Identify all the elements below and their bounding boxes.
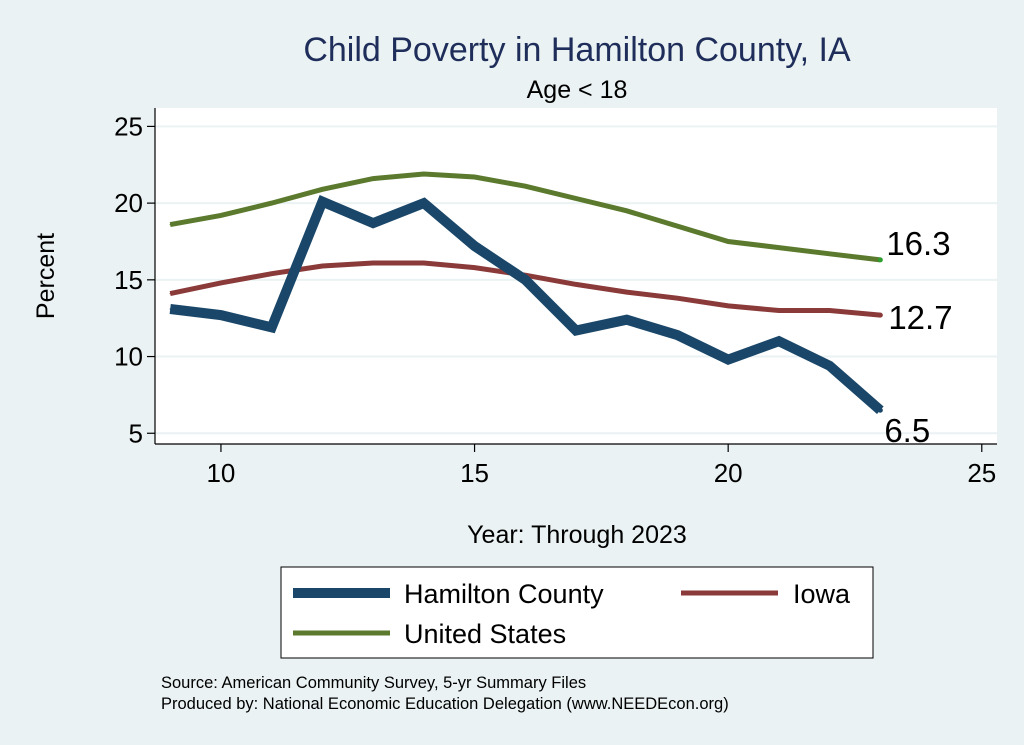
- data-point-iowa: [271, 273, 273, 275]
- data-point-us: [271, 202, 273, 204]
- data-point-us: [829, 253, 831, 255]
- end-marker-us: [877, 257, 883, 263]
- data-point-us: [372, 177, 374, 180]
- end-labels: 16.3 12.7 6.5: [877, 225, 953, 449]
- x-tick-label: 10: [206, 458, 235, 488]
- data-point-iowa: [626, 291, 628, 293]
- data-point-hamilton: [423, 202, 425, 204]
- y-tick-label: 25: [114, 111, 143, 141]
- data-point-iowa: [169, 293, 171, 295]
- end-label-us: 16.3: [886, 225, 950, 262]
- data-point-hamilton: [169, 308, 171, 310]
- x-tick-label: 20: [714, 458, 743, 488]
- produced-note: Produced by: National Economic Education…: [161, 695, 729, 713]
- y-tick-label: 20: [114, 188, 143, 218]
- x-tick-label: 25: [967, 458, 996, 488]
- data-point-iowa: [321, 265, 323, 267]
- data-point-hamilton: [524, 279, 526, 281]
- data-point-iowa: [423, 262, 425, 264]
- data-point-us: [727, 240, 729, 243]
- x-axis-label: Year: Through 2023: [467, 521, 687, 549]
- data-point-iowa: [575, 283, 577, 286]
- source-note: Source: American Community Survey, 5-yr …: [161, 674, 586, 692]
- data-point-us: [524, 185, 526, 187]
- legend-box: [280, 566, 874, 659]
- y-tick-label: 10: [114, 342, 143, 372]
- data-point-us: [575, 197, 577, 200]
- legend-label-us: United States: [404, 619, 566, 649]
- chart-subtitle: Age < 18: [527, 76, 628, 104]
- data-point-us: [321, 188, 323, 190]
- end-label-iowa: 12.7: [888, 299, 952, 336]
- data-point-us: [473, 176, 476, 178]
- data-point-us: [220, 214, 222, 216]
- data-point-iowa: [220, 282, 222, 284]
- x-tick-label: 15: [460, 458, 489, 488]
- axes: 5 10 15 20 25 10 15 20 25: [114, 108, 997, 488]
- data-point-us: [626, 210, 628, 212]
- legend-label-hamilton: Hamilton County: [404, 579, 604, 609]
- y-axis-label: Percent: [32, 233, 60, 319]
- data-point-hamilton: [321, 200, 323, 203]
- data-point-iowa: [676, 297, 679, 299]
- end-marker-iowa: [877, 312, 883, 318]
- data-point-iowa: [473, 266, 476, 269]
- y-tick-label: 15: [114, 265, 143, 295]
- data-point-us: [423, 173, 425, 175]
- data-point-hamilton: [473, 245, 476, 247]
- data-point-iowa: [829, 309, 831, 312]
- data-point-hamilton: [271, 326, 273, 328]
- legend: Hamilton County Iowa United States: [280, 566, 874, 659]
- data-point-us: [676, 225, 679, 227]
- y-tick-label: 5: [129, 418, 143, 448]
- data-point-hamilton: [778, 340, 780, 342]
- data-point-hamilton: [727, 359, 729, 361]
- end-label-hamilton: 6.5: [884, 412, 930, 449]
- data-point-hamilton: [626, 319, 628, 321]
- data-point-us: [778, 247, 780, 249]
- legend-label-iowa: Iowa: [793, 579, 851, 609]
- data-point-hamilton: [220, 314, 222, 316]
- data-point-hamilton: [829, 365, 831, 367]
- data-point-us: [169, 224, 171, 226]
- series-group: [169, 171, 884, 414]
- end-marker-hamilton: [877, 407, 883, 413]
- plot-area: [155, 108, 997, 444]
- data-point-hamilton: [676, 334, 679, 336]
- data-point-iowa: [372, 262, 374, 264]
- chart-title: Child Poverty in Hamilton County, IA: [303, 31, 851, 69]
- data-point-hamilton: [372, 222, 374, 224]
- data-point-hamilton: [575, 329, 577, 332]
- data-point-iowa: [727, 305, 729, 307]
- data-point-iowa: [778, 309, 780, 312]
